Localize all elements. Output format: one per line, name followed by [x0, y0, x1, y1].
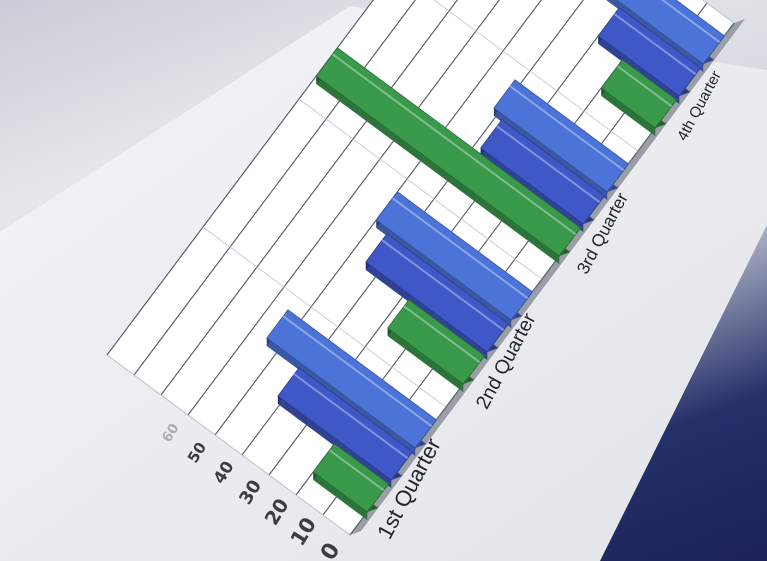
bar: [600, 59, 677, 136]
category-divider: [202, 226, 447, 408]
bar: [312, 443, 389, 520]
bars: [266, 0, 725, 520]
bar: [315, 47, 581, 264]
category-divider: [433, 0, 639, 152]
category-divider: [298, 98, 543, 280]
category-divider: [106, 354, 351, 536]
bar: [387, 299, 485, 392]
